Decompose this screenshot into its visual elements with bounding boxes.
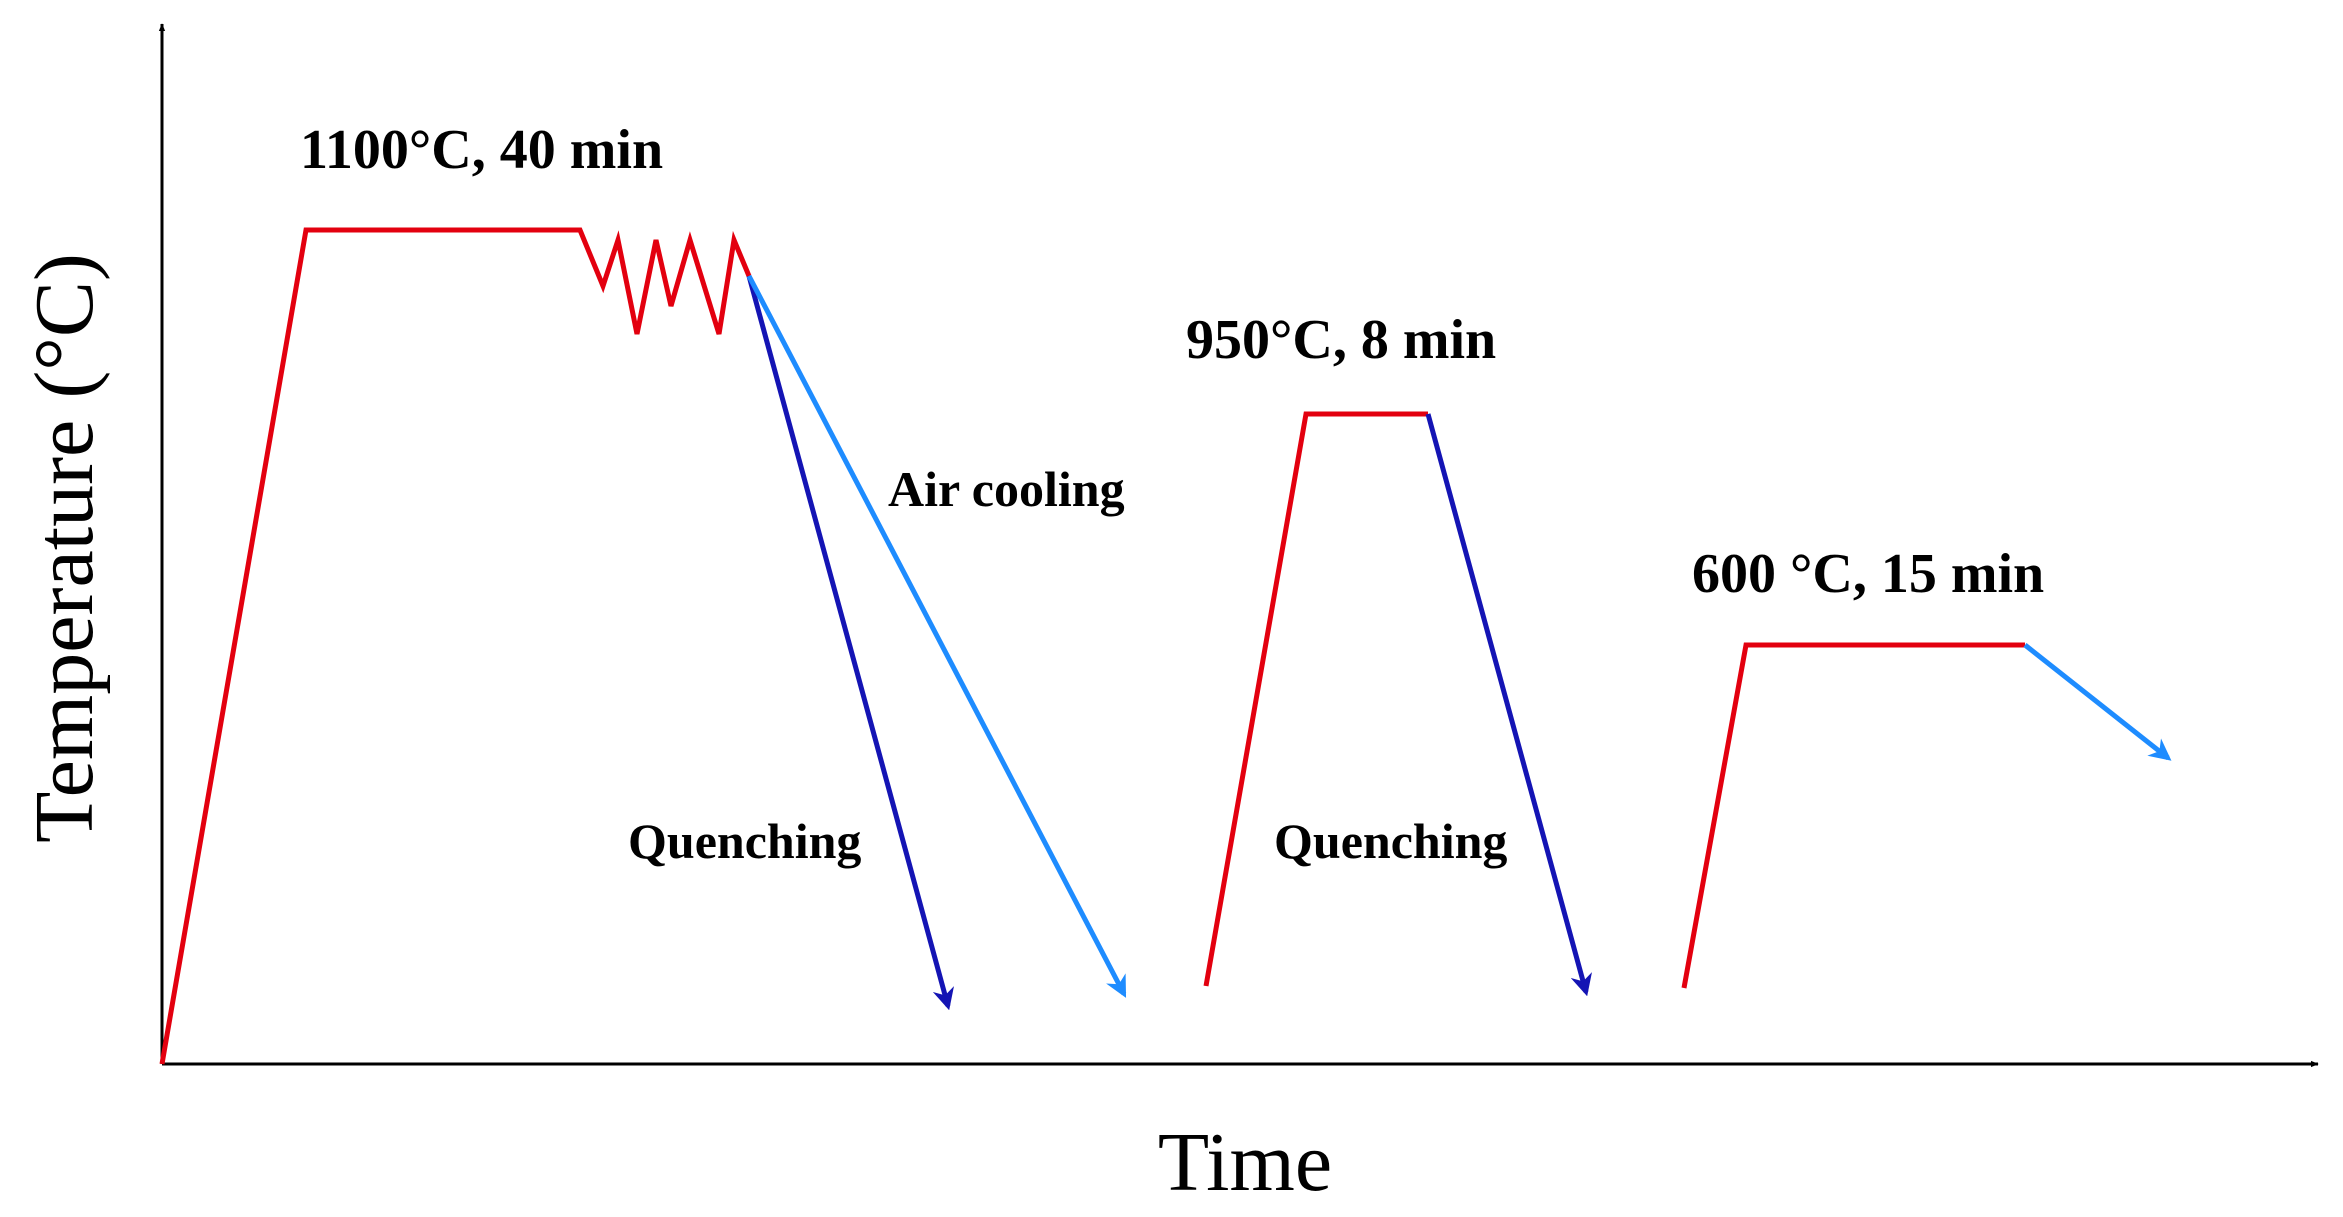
quenching-label-2: Quenching — [1274, 813, 1507, 869]
x-axis-title: Time — [1158, 1116, 1332, 1209]
quench-arrow-2 — [1425, 413, 1592, 997]
air-cooling-arrow — [746, 274, 1127, 998]
stage2-heating-curve — [1203, 411, 1428, 987]
quench-arrow-1 — [746, 275, 954, 1011]
quenching-label-1: Quenching — [628, 813, 861, 869]
stage2-label: 950°C, 8 min — [1186, 309, 1496, 371]
stage1-heating-curve — [159, 227, 752, 1065]
stage3-heating-curve — [1681, 642, 2025, 989]
stage1-label: 1100°C, 40 min — [300, 119, 663, 181]
y-axis-title: Temperature (°C) — [18, 253, 111, 843]
air-cooling-arrow-2 — [2023, 643, 2172, 761]
air-cooling-label: Air cooling — [888, 461, 1125, 517]
stage3-label: 600 °C, 15 min — [1692, 543, 2044, 605]
